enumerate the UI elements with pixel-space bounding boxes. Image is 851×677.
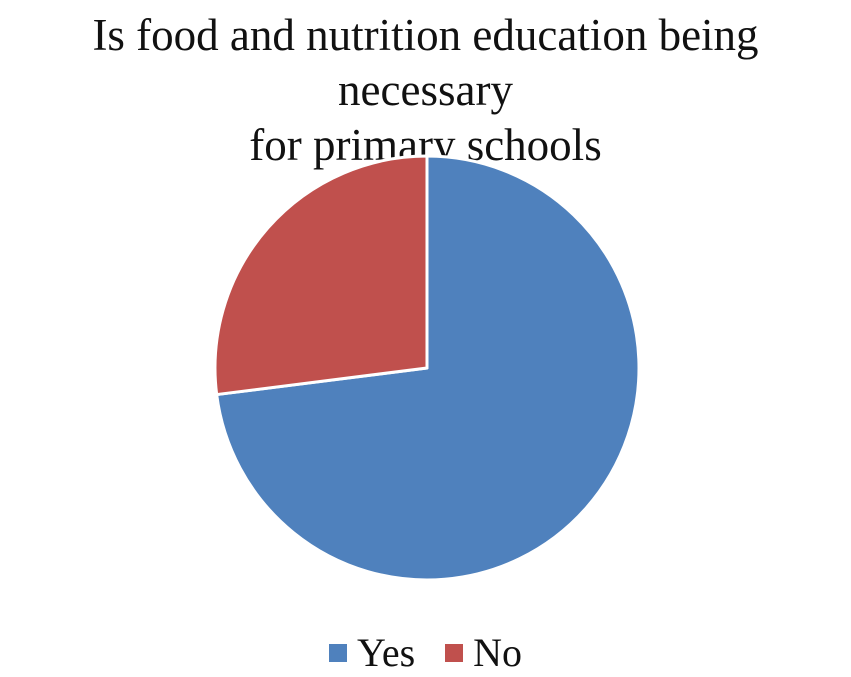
legend-swatch-no [445, 644, 464, 662]
legend-item-no: No [445, 629, 522, 677]
legend-label-yes: Yes [356, 630, 416, 675]
pie-slice-no [213, 154, 429, 397]
legend: Yes No [0, 625, 851, 677]
legend-swatch-yes [328, 644, 347, 662]
chart-title-line-1: Is food and nutrition education being ne… [92, 10, 759, 115]
chart-title: Is food and nutrition education being ne… [0, 8, 851, 173]
legend-item-yes: Yes [328, 629, 416, 677]
pie-slices [213, 154, 641, 582]
legend-label-no: No [473, 630, 523, 675]
